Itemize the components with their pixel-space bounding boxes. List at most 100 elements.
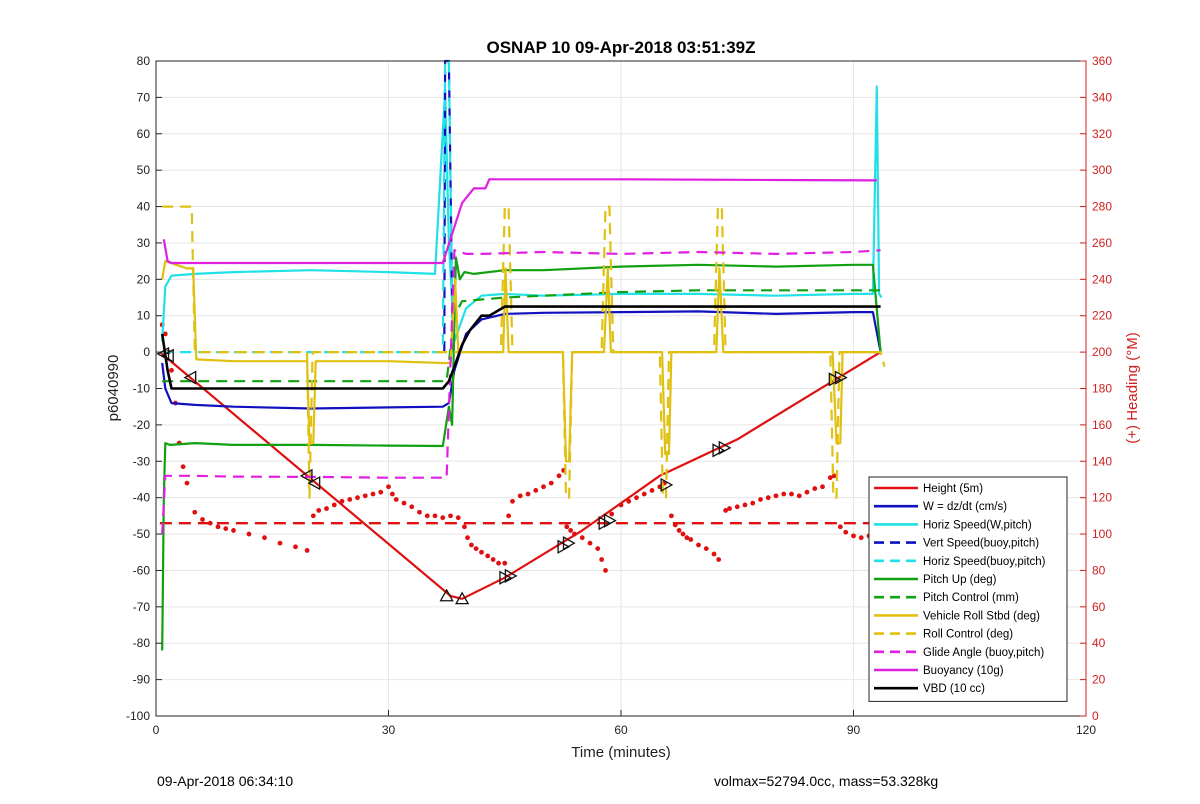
heading-dot [432, 513, 438, 519]
heading-dot [723, 508, 729, 513]
legend-label: Height (5m) [923, 483, 983, 495]
heading-dot [843, 529, 849, 535]
y2-tick-label: 100 [1092, 527, 1112, 541]
series-glide-angle-buoy-pitch [161, 249, 881, 535]
heading-dot [192, 509, 198, 515]
y-tick-label: 10 [137, 309, 151, 323]
heading-dot [393, 497, 399, 502]
heading-dot [304, 548, 310, 553]
y2-tick-label: 140 [1092, 454, 1112, 468]
heading-dot [668, 513, 674, 519]
heading-dot [564, 524, 570, 530]
height-marker [161, 348, 174, 363]
heading-dot [424, 513, 430, 519]
y-tick-label: 80 [137, 54, 151, 68]
y2-tick-label: 340 [1092, 90, 1112, 104]
height-marker [828, 372, 842, 387]
heading-dot [462, 524, 467, 530]
heading-dot [485, 553, 491, 559]
legend-label: VBD (10 cc) [923, 683, 985, 695]
heading-dot [389, 491, 395, 497]
heading-dot [331, 502, 337, 508]
y-tick-label: 50 [137, 163, 151, 177]
heading-dot [688, 537, 694, 542]
legend-label: Buoyancy (10g) [923, 665, 1004, 677]
legend-label: Vert Speed(buoy,pitch) [923, 538, 1039, 550]
y-tick-label: 60 [137, 127, 151, 141]
y-tick-label: 20 [137, 272, 151, 286]
y-tick-label: -80 [133, 636, 151, 650]
heading-dot [556, 473, 562, 479]
heading-dot [231, 528, 236, 533]
heading-dot [293, 544, 298, 550]
series-vbd-10-cc [160, 305, 881, 390]
y2-tick-label: 360 [1092, 54, 1112, 68]
heading-dot [455, 515, 461, 521]
heading-dot [215, 524, 221, 530]
y-tick-label: 40 [137, 200, 151, 214]
height-marker [299, 468, 313, 483]
heading-dot [378, 489, 384, 495]
heading-dot [473, 546, 479, 552]
heading-dot [711, 551, 717, 557]
heading-dot [609, 511, 615, 517]
series-pitch-control-mm [162, 289, 881, 383]
y2-tick-label: 320 [1092, 127, 1112, 141]
y2-tick-label: 40 [1092, 636, 1106, 650]
height-marker [562, 536, 576, 551]
heading-dot [510, 498, 515, 504]
y2-tick-label: 300 [1092, 163, 1112, 177]
heading-dot [831, 473, 837, 479]
heading-dot [812, 486, 818, 491]
y-tick-label: -90 [133, 673, 151, 687]
heading-dot [401, 500, 407, 506]
height-marker [834, 370, 848, 385]
heading-dot [262, 535, 267, 541]
heading-dot [641, 491, 647, 497]
heading-dot [180, 464, 186, 470]
heading-dot [355, 495, 360, 501]
height-markers [156, 346, 848, 605]
heading-dot [169, 367, 174, 373]
height-marker [439, 588, 454, 602]
heading-dot [758, 497, 763, 502]
heading-dot [851, 533, 856, 539]
height-marker [455, 591, 470, 605]
axis-ticks: 0 30 60 90 120-100-90-80-70-60-50-40-30-20-1… [126, 54, 1112, 737]
heading-dot [533, 487, 539, 493]
y-tick-label: 0 [143, 345, 150, 359]
y2-axis-label: (+) Heading (°M) [1124, 332, 1141, 443]
heading-dot [479, 549, 484, 555]
series-w-dz-dt-cm-s [161, 310, 882, 410]
legend-label: Horiz Speed(buoy,pitch) [923, 556, 1046, 568]
heading-dot [837, 524, 843, 530]
heading-dot [773, 493, 779, 499]
heading-dot [680, 531, 686, 537]
y2-tick-label: 200 [1092, 345, 1112, 359]
heading-dot [820, 484, 825, 490]
heading-dot [502, 560, 508, 566]
heading-dot [676, 528, 682, 533]
heading-dot [727, 506, 732, 511]
x-axis-label: Time (minutes) [571, 744, 670, 761]
heading-dot [541, 484, 546, 490]
heading-dot [703, 546, 709, 552]
y-tick-label: -100 [126, 709, 150, 723]
footer-timestamp: 09-Apr-2018 06:34:10 [157, 773, 294, 789]
height-marker [156, 346, 170, 362]
heading-dot [789, 491, 794, 497]
legend-box [868, 476, 1068, 702]
y2-tick-label: 240 [1092, 272, 1112, 286]
heading-dot [496, 560, 501, 566]
y2-tick-label: 280 [1092, 200, 1112, 214]
heading-dot [626, 498, 632, 504]
heading-dot [716, 557, 722, 562]
heading-dot [827, 475, 833, 481]
heading-dot [734, 504, 740, 510]
heading-dot [440, 515, 446, 521]
y-tick-label: -30 [133, 454, 151, 468]
legend-label: Vehicle Roll Stbd (deg) [923, 610, 1040, 622]
y2-tick-label: 20 [1092, 673, 1106, 687]
legend-label: Pitch Up (deg) [923, 574, 997, 586]
